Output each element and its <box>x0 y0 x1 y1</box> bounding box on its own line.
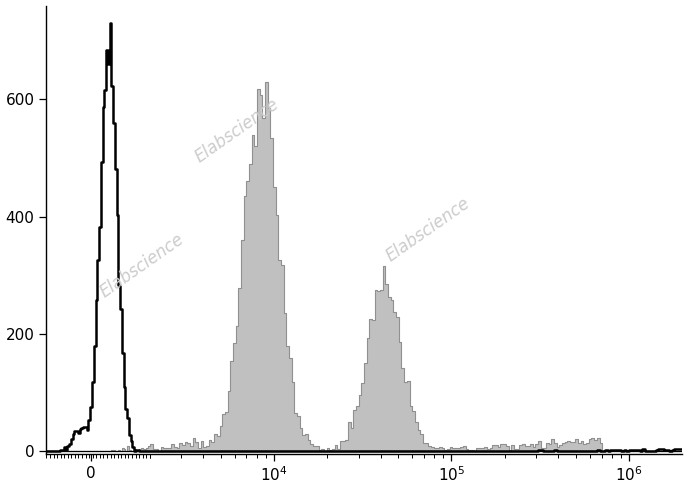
Text: Elabscience: Elabscience <box>192 96 283 167</box>
Text: Elabscience: Elabscience <box>383 194 473 265</box>
Text: Elabscience: Elabscience <box>96 230 187 301</box>
